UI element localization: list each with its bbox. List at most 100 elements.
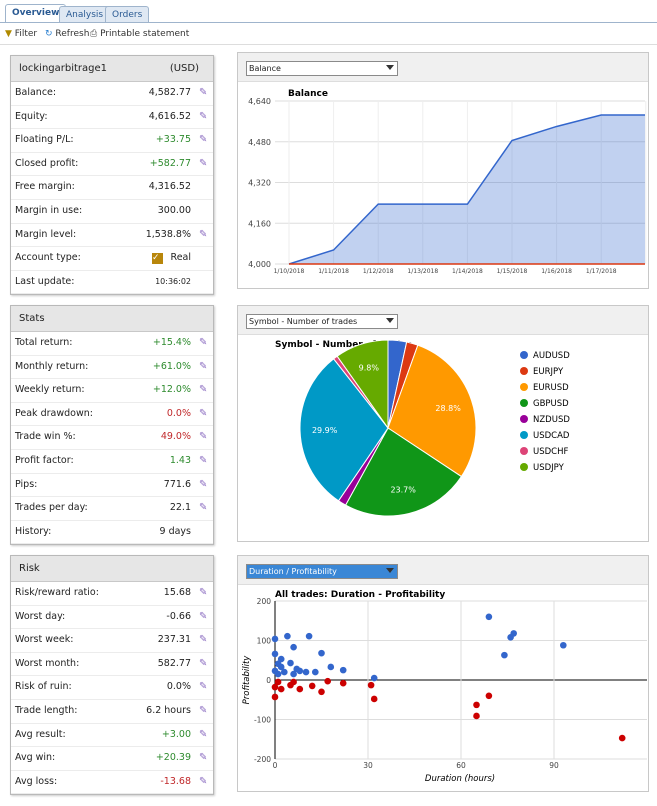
edit-icon[interactable]: ✎ [199, 454, 208, 466]
point [339, 666, 347, 674]
edit-icon[interactable]: ✎ [199, 502, 208, 514]
edit-icon[interactable]: ✎ [199, 360, 208, 372]
edit-icon[interactable]: ✎ [199, 657, 208, 669]
legend-label: AUDUSD [533, 351, 570, 361]
strip: Balance [238, 53, 648, 82]
chart-selector[interactable]: Balance [246, 61, 398, 76]
point [485, 613, 493, 621]
pie-slice [299, 358, 389, 502]
filter-button[interactable]: ▼ Filter [5, 29, 38, 39]
chart-selector[interactable]: Duration / Profitability [246, 564, 398, 579]
edit-icon[interactable]: ✎ [199, 228, 208, 240]
row-label: Free margin: [15, 181, 75, 193]
edit-icon[interactable]: ✎ [199, 407, 208, 419]
chart-title: Symbol - Number of trades [275, 340, 412, 350]
print-button[interactable]: ⎙ Printable statement [90, 29, 190, 39]
row-value: 1,538.8% [145, 228, 191, 240]
edit-icon[interactable]: ✎ [199, 728, 208, 740]
row: Monthly return: +61.0% ✎ [11, 356, 213, 380]
edit-icon[interactable]: ✎ [199, 681, 208, 693]
point [501, 651, 508, 659]
edit-icon[interactable]: ✎ [199, 752, 208, 764]
panel-header: Stats [11, 306, 213, 332]
edit-icon[interactable]: ✎ [199, 157, 208, 169]
chart-title: All trades: Duration - Profitability [275, 590, 445, 600]
row: Peak drawdown: 0.0% ✎ [11, 403, 213, 427]
y-axis-label: Profitability [242, 655, 252, 705]
row-value: 582.77 [157, 657, 191, 669]
row-label: Weekly return: [15, 384, 85, 396]
row-label: Last update: [15, 275, 75, 287]
row-label: Monthly return: [15, 360, 89, 372]
edit-icon[interactable]: ✎ [199, 337, 208, 348]
edit-icon[interactable]: ✎ [199, 704, 208, 716]
area [289, 115, 645, 264]
point [277, 655, 285, 663]
y-tick-label: -100 [254, 716, 271, 725]
row-value: 300.00 [157, 204, 191, 216]
point [271, 693, 279, 701]
row-label: Peak drawdown: [15, 407, 93, 419]
edit-icon[interactable]: ✎ [199, 87, 208, 98]
y-tick-label: 4,480 [248, 138, 271, 147]
edit-icon[interactable]: ✎ [199, 775, 208, 787]
account-name: lockingarbitrage1 [19, 63, 108, 74]
row-label: Profit factor: [15, 454, 74, 466]
legend-swatch [520, 351, 528, 359]
row: Risk of ruin: 0.0% ✎ [11, 676, 213, 700]
row-value: 4,616.52 [148, 110, 191, 122]
y-tick-label: 0 [266, 676, 271, 685]
row-label: Worst week: [15, 634, 74, 646]
row-label: History: [15, 525, 52, 537]
edit-icon[interactable]: ✎ [199, 610, 208, 622]
row-value: 49.0% [160, 431, 191, 443]
row-value: 0.0% [166, 407, 191, 419]
pie-slice [387, 344, 477, 478]
y-tick-label: 200 [257, 597, 272, 606]
y-tick-label: 4,160 [248, 219, 271, 228]
edit-icon[interactable]: ✎ [199, 587, 208, 598]
row: Margin level: 1,538.8% ✎ [11, 224, 213, 248]
pie-slice [344, 427, 463, 517]
row: Total return: +15.4% ✎ [11, 332, 213, 356]
row: Risk/reward ratio: 15.68 ✎ [11, 582, 213, 606]
point [507, 634, 514, 641]
legend-label: EURJPY [533, 367, 564, 377]
row: Margin in use: 300.00 [11, 200, 213, 224]
label: Printable statement [100, 29, 190, 39]
x-tick-label: 60 [456, 761, 466, 770]
slice-label: 23.7% [390, 486, 416, 495]
row-value: +3.00 [161, 728, 191, 740]
tab[interactable]: Orders [105, 6, 150, 23]
row-label: Avg result: [15, 728, 66, 740]
edit-icon[interactable]: ✎ [199, 134, 208, 146]
point [370, 695, 378, 703]
edit-icon[interactable]: ✎ [199, 384, 208, 396]
row-value: +61.0% [152, 360, 191, 372]
chart-selector[interactable]: Symbol - Number of trades [246, 314, 398, 329]
x-tick-label: 0 [273, 761, 278, 770]
pie-slice [336, 339, 389, 430]
point [274, 670, 282, 678]
row-label: Balance: [15, 87, 57, 98]
row-value: +15.4% [152, 337, 191, 348]
row-value: +582.77 [149, 157, 191, 169]
edit-icon[interactable]: ✎ [199, 431, 208, 443]
edit-icon[interactable]: ✎ [199, 478, 208, 490]
edit-icon[interactable]: ✎ [199, 110, 208, 122]
point [277, 663, 285, 671]
point [296, 667, 304, 675]
point [339, 679, 347, 687]
row-label: Risk of ruin: [15, 681, 72, 693]
row-value: Real [170, 252, 191, 264]
row-value: 4,316.52 [148, 181, 191, 193]
refresh-button[interactable]: ↻ Refresh [45, 29, 90, 39]
row-label: Closed profit: [15, 157, 79, 169]
point [308, 682, 316, 690]
legend-label: USDCHF [533, 447, 568, 457]
edit-icon[interactable]: ✎ [199, 634, 208, 646]
x-tick-label: 1/10/2018 [274, 268, 305, 275]
point [305, 632, 313, 640]
y-tick-label: 100 [257, 637, 272, 646]
